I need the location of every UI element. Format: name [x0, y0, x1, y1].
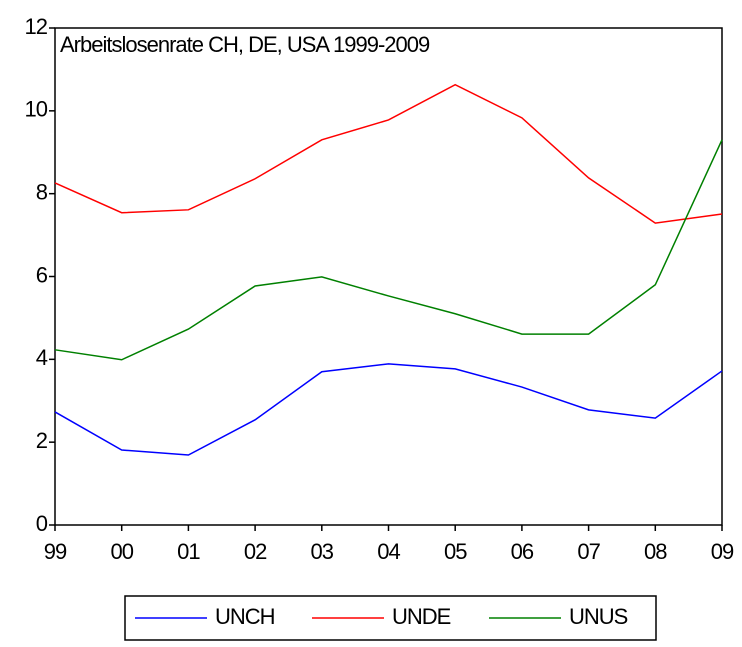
legend-label: UNDE	[392, 604, 451, 629]
y-tick-label: 12	[25, 14, 48, 39]
plot-frame	[54, 27, 723, 526]
x-tick-label: 01	[177, 539, 200, 564]
x-tick-label: 04	[377, 539, 400, 564]
x-tick-label: 08	[644, 539, 667, 564]
line-series	[54, 83, 723, 224]
x-tick-label: 02	[244, 539, 267, 564]
x-tick-label: 03	[311, 539, 334, 564]
x-tick-label: 05	[444, 539, 467, 564]
y-tick-label: 8	[36, 179, 48, 204]
x-tick-label: 99	[44, 539, 67, 564]
y-tick-label: 4	[36, 345, 48, 370]
x-tick-label: 07	[577, 539, 600, 564]
y-tick-label: 2	[36, 428, 48, 453]
x-tick-label: 09	[711, 539, 734, 564]
line-series	[54, 363, 723, 456]
legend-box	[124, 595, 657, 641]
y-tick-label: 10	[25, 97, 48, 122]
chart-title: Arbeitslosenrate CH, DE, USA 1999-2009	[60, 32, 430, 57]
x-tick-label: 00	[110, 539, 133, 564]
legend-label: UNCH	[215, 604, 275, 629]
y-tick-label: 6	[36, 262, 48, 287]
legend-label: UNUS	[569, 604, 628, 629]
x-tick-label: 06	[511, 539, 534, 564]
line-series	[54, 139, 723, 361]
y-tick-label: 0	[36, 511, 48, 536]
